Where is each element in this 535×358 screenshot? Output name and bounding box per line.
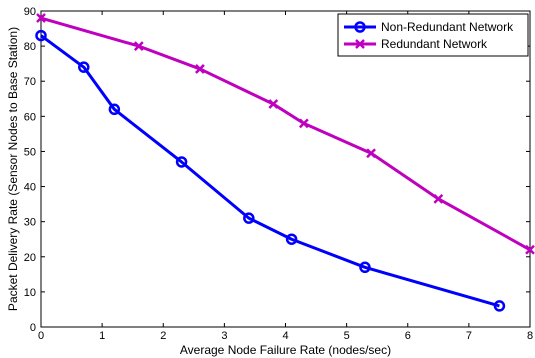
data-point-circle xyxy=(354,21,366,33)
y-tick-label: 90 xyxy=(24,6,36,18)
x-axis-title: Average Node Failure Rate (nodes/sec) xyxy=(180,343,391,357)
y-tick-label: 10 xyxy=(24,287,36,299)
data-point-circle xyxy=(359,261,371,274)
legend-entry: Redundant Network xyxy=(344,37,488,51)
x-tick-label: 6 xyxy=(405,330,411,342)
x-tick-label: 0 xyxy=(38,330,44,342)
legend: Non-Redundant Network Redundant Network xyxy=(337,13,529,57)
data-point-circle xyxy=(78,61,90,73)
x-tick-label: 7 xyxy=(466,330,472,342)
legend-label: Redundant Network xyxy=(381,37,488,51)
data-point-x xyxy=(268,99,279,109)
data-point-x xyxy=(433,193,444,204)
y-tick-label: 20 xyxy=(24,252,36,264)
y-tick-label: 30 xyxy=(24,217,36,229)
y-tick-label: 40 xyxy=(24,182,36,194)
data-point-circle xyxy=(493,300,506,312)
data-point-circle xyxy=(175,156,188,168)
series-line xyxy=(40,16,531,252)
data-point-circle xyxy=(35,29,47,42)
data-point-circle xyxy=(108,103,121,116)
series-line xyxy=(40,34,500,308)
series-layer xyxy=(35,13,535,312)
y-tick-label: 80 xyxy=(24,41,36,53)
x-tick-label: 1 xyxy=(99,330,105,342)
legend-entry: Non-Redundant Network xyxy=(344,20,514,34)
y-tick-label: 50 xyxy=(24,146,36,158)
data-point-circle xyxy=(285,233,298,245)
data-point-x xyxy=(355,39,365,49)
data-point-x xyxy=(133,41,144,51)
data-point-x xyxy=(195,64,205,74)
x-tick-label: 2 xyxy=(160,330,166,342)
data-point-x xyxy=(36,13,46,23)
data-point-x xyxy=(298,118,309,129)
y-tick-label: 60 xyxy=(24,111,36,123)
data-point-circle xyxy=(243,212,255,224)
x-tick-label: 5 xyxy=(344,330,350,342)
x-tick-label: 3 xyxy=(221,330,227,342)
x-tick-label: 8 xyxy=(527,330,533,342)
data-point-x xyxy=(525,244,535,255)
y-tick-label: 0 xyxy=(30,322,36,334)
y-tick-label: 70 xyxy=(24,76,36,88)
series-2 xyxy=(36,13,535,255)
x-tick-label: 4 xyxy=(282,330,288,342)
plot-frame xyxy=(40,10,531,328)
y-axis-title: Packet Delivery Rate (Sensor Nodes to Ba… xyxy=(6,27,20,311)
legend-box xyxy=(337,13,529,57)
data-point-x xyxy=(366,148,376,159)
series-1 xyxy=(35,29,506,312)
legend-label: Non-Redundant Network xyxy=(381,20,514,34)
